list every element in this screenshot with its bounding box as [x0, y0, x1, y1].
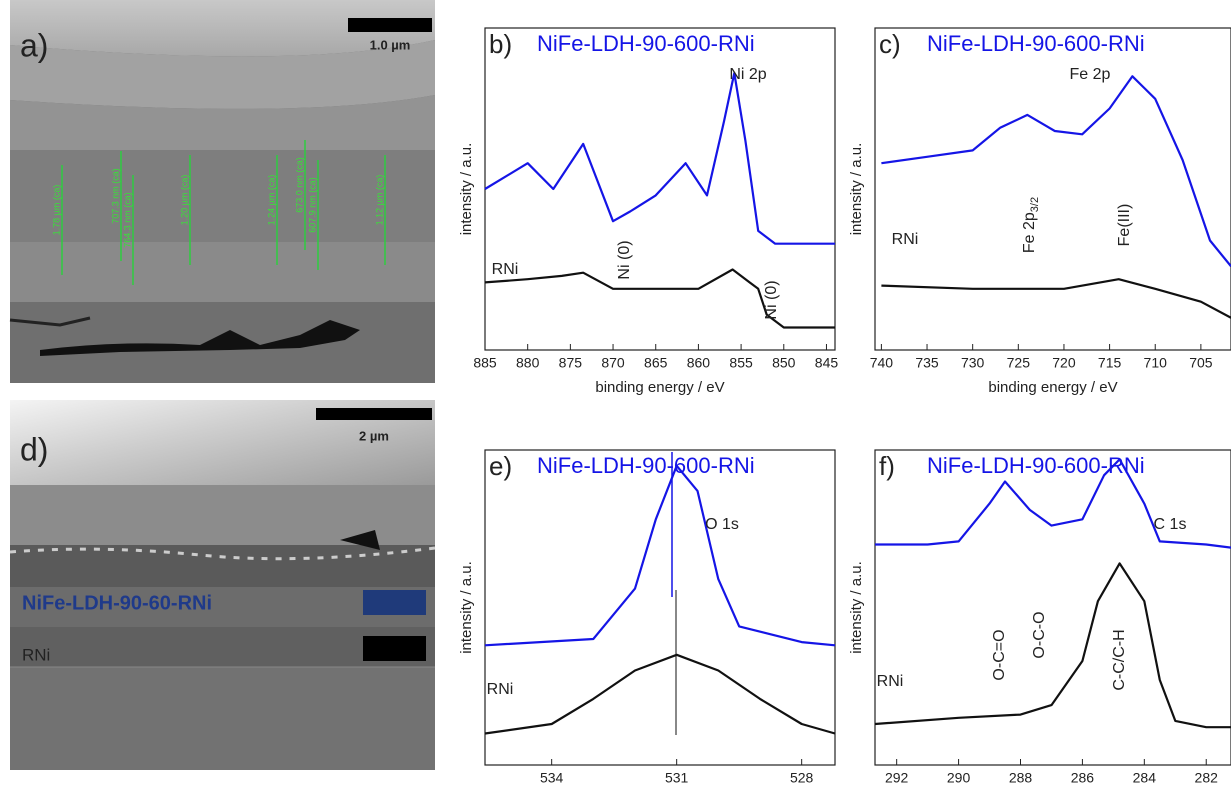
plot-frame	[484, 449, 836, 766]
annotation: C 1s	[1154, 516, 1187, 533]
annotation: O 1s	[705, 516, 739, 533]
x-tick-label: 286	[1071, 770, 1095, 786]
x-tick-label: 282	[1195, 770, 1219, 786]
plot-frame	[874, 27, 1231, 351]
chart-title: NiFe-LDH-90-600-RNi	[927, 31, 1145, 56]
x-tick-label: 875	[559, 355, 583, 371]
series-line	[881, 75, 1231, 267]
measurements: 1.78 µm (ca) 707.3 nm (ca) 764.3 nm (ca) 1.…	[51, 140, 386, 285]
series-line	[874, 562, 1231, 729]
x-tick-label: 292	[885, 770, 909, 786]
series-line	[484, 268, 835, 329]
scale-bar-label: 1.0 µm	[370, 37, 411, 52]
annotation: RNi	[877, 673, 904, 690]
chart-title: NiFe-LDH-90-600-RNi	[927, 453, 1145, 478]
annotation: O-C-O	[1031, 611, 1048, 658]
annotation-text: Fe 2p	[1021, 212, 1038, 253]
series-line	[484, 464, 836, 647]
annotation: Ni 2p	[729, 66, 766, 83]
annotation: Ni (0)	[616, 240, 633, 279]
x-tick-label: 284	[1133, 770, 1157, 786]
panel-label: c)	[879, 29, 901, 59]
x-tick-label: 531	[665, 770, 689, 786]
layer-label: RNi	[22, 645, 50, 664]
x-axis-label: binding energy / eV	[988, 794, 1117, 796]
x-axis-label: binding energy / eV	[595, 379, 724, 396]
measure-label: 607.9 nm (ca)	[307, 177, 317, 233]
series-line	[484, 72, 835, 245]
measure-label: 764.3 nm (ca)	[122, 192, 132, 248]
annotation: RNi	[487, 681, 514, 698]
x-tick-label: 725	[1007, 355, 1031, 371]
x-axis-label: binding energy / eV	[595, 794, 724, 796]
x-tick-label: 720	[1052, 355, 1076, 371]
y-axis-label: intensity / a.u.	[848, 561, 865, 654]
y-axis-label: intensity / a.u.	[848, 143, 865, 236]
plot-frame	[874, 449, 1231, 766]
chart-title: NiFe-LDH-90-600-RNi	[537, 453, 755, 478]
x-tick-label: 870	[601, 355, 625, 371]
x-tick-label: 710	[1144, 355, 1168, 371]
y-axis-label: intensity / a.u.	[458, 143, 475, 236]
chart-title: NiFe-LDH-90-600-RNi	[537, 31, 755, 56]
series-line	[875, 458, 1231, 549]
measure-label: 673.0 nm (ca)	[294, 157, 304, 213]
layer-label: NiFe-LDH-90-60-RNi	[22, 592, 212, 614]
x-tick-label: 715	[1098, 355, 1122, 371]
sem-image-d	[9, 400, 436, 770]
measure-label: 1.20 µm (ca)	[179, 175, 189, 226]
annotation: Fe 2p	[1070, 66, 1111, 83]
sem-image-a	[9, 0, 435, 383]
annotation: Ni (0)	[763, 280, 780, 319]
annotation: Fe(III)	[1116, 204, 1133, 247]
panel-label: a)	[20, 27, 48, 63]
x-tick-label: 885	[473, 355, 497, 371]
panel-label: f)	[879, 451, 895, 481]
annotation: RNi	[892, 231, 919, 248]
x-tick-label: 880	[516, 355, 540, 371]
series-line	[881, 278, 1231, 319]
x-tick-label: 735	[915, 355, 939, 371]
x-tick-label: 740	[870, 355, 894, 371]
scale-bar-label: 2 µm	[359, 428, 389, 443]
scale-bar	[348, 18, 432, 32]
annotation: RNi	[492, 261, 519, 278]
x-tick-label: 860	[687, 355, 711, 371]
x-tick-label: 288	[1009, 770, 1033, 786]
panel-label: e)	[489, 451, 512, 481]
x-tick-label: 290	[947, 770, 971, 786]
x-tick-label: 845	[815, 355, 839, 371]
annotation: Fe 2p3/2	[1021, 197, 1041, 253]
annotation: C-C/C-H	[1111, 629, 1128, 690]
annotation-subscript: 3/2	[1029, 197, 1041, 212]
x-tick-label: 850	[772, 355, 796, 371]
x-tick-label: 534	[540, 770, 564, 786]
x-tick-label: 730	[961, 355, 985, 371]
measure-label: 1.24 µm (ca)	[266, 175, 276, 226]
measure-label: 707.3 nm (ca)	[110, 168, 120, 224]
plot-frame	[484, 27, 836, 351]
x-axis-label: binding energy / eV	[988, 379, 1117, 396]
measure-label: 1.12 µm (ca)	[374, 175, 384, 226]
scale-bar	[316, 408, 432, 420]
annotation: O-C=O	[991, 629, 1008, 680]
x-tick-label: 705	[1189, 355, 1213, 371]
x-tick-label: 855	[729, 355, 753, 371]
x-tick-label: 865	[644, 355, 668, 371]
x-tick-label: 528	[790, 770, 814, 786]
measure-label: 1.78 µm (ca)	[51, 185, 61, 236]
panel-label: b)	[489, 29, 512, 59]
panel-label: d)	[20, 431, 48, 467]
y-axis-label: intensity / a.u.	[458, 561, 475, 654]
series-line	[484, 653, 836, 735]
